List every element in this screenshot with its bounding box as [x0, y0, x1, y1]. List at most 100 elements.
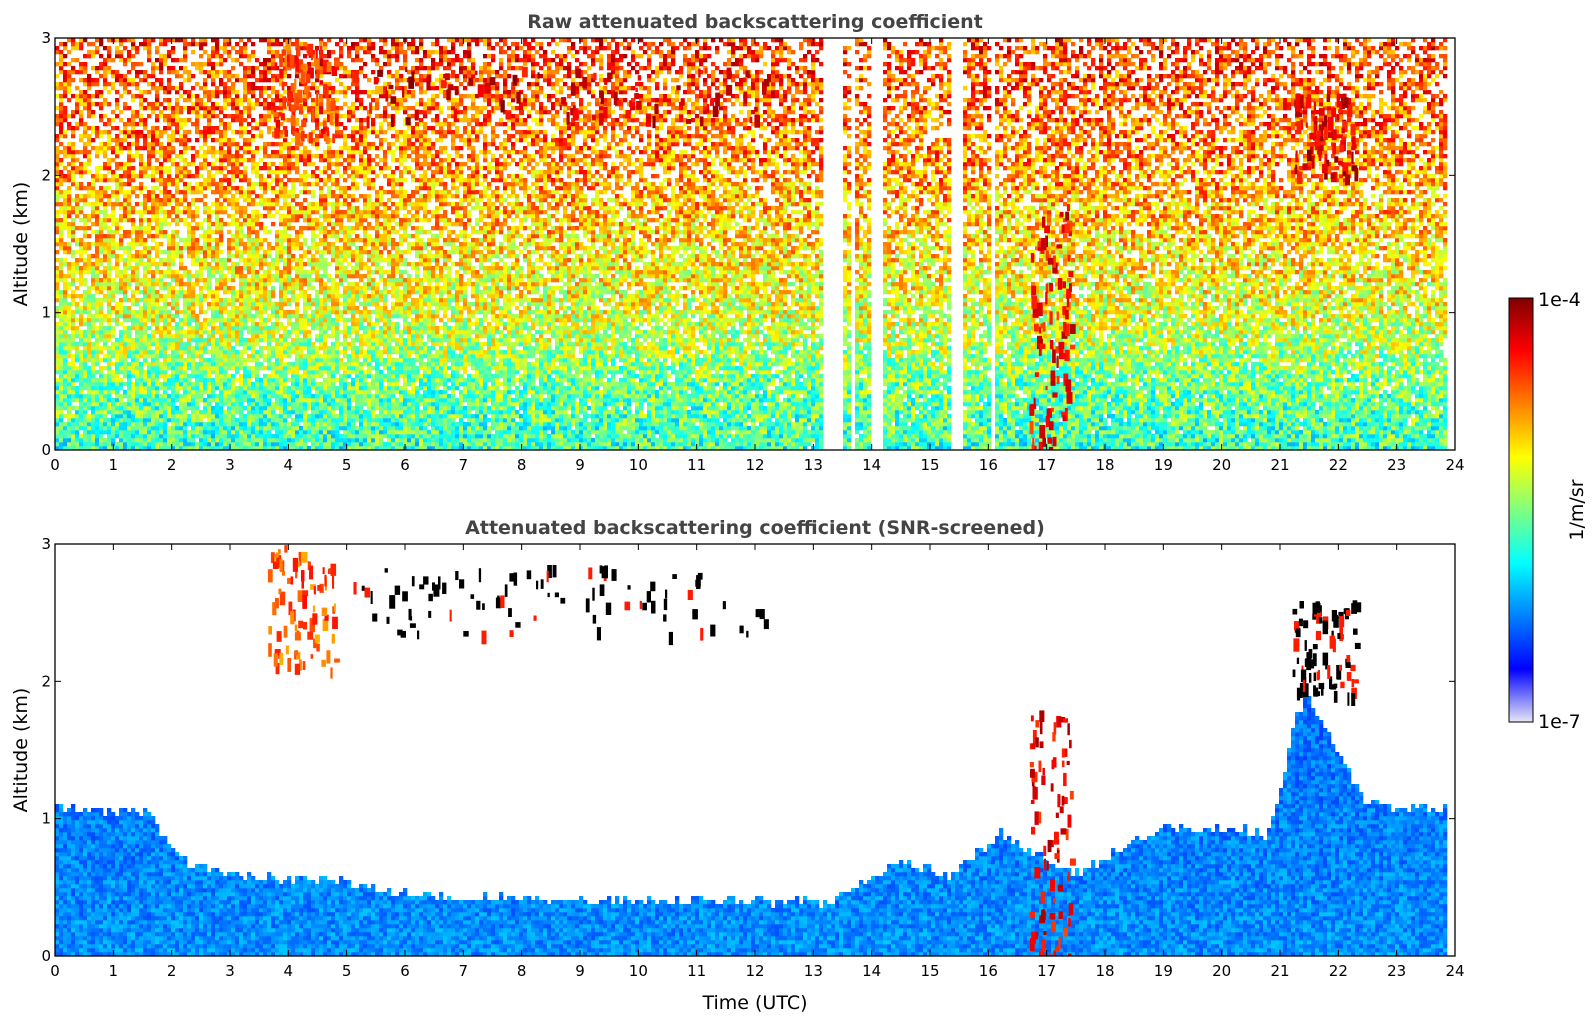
- heatmap-cell: [139, 382, 143, 386]
- heatmap-cell: [111, 382, 115, 386]
- heatmap-cell: [135, 298, 139, 302]
- heatmap-cell: [67, 322, 71, 326]
- heatmap-cell: [143, 262, 147, 266]
- heatmap-cell: [131, 366, 135, 370]
- heatmap-cell: [59, 262, 63, 266]
- heatmap-cell: [87, 154, 91, 158]
- heatmap-cell: [95, 342, 99, 346]
- heatmap-cell: [91, 298, 95, 302]
- heatmap-cell: [131, 110, 135, 114]
- heatmap-cell: [127, 402, 131, 406]
- heatmap-cell: [67, 270, 71, 274]
- heatmap-cell: [107, 286, 111, 290]
- heatmap-cell: [91, 82, 95, 86]
- heatmap-cell: [119, 150, 123, 154]
- heatmap-cell: [63, 334, 67, 338]
- heatmap-cell: [127, 370, 131, 374]
- heatmap-cell: [79, 118, 83, 122]
- heatmap-cell: [107, 142, 111, 146]
- heatmap-cell: [139, 190, 143, 194]
- heatmap-cell: [135, 442, 139, 446]
- heatmap-cell: [119, 174, 123, 178]
- heatmap-cell: [99, 234, 103, 238]
- heatmap-cell: [119, 78, 123, 82]
- heatmap-cell: [83, 270, 87, 274]
- heatmap-cell: [99, 238, 103, 242]
- heatmap-cell: [103, 250, 107, 254]
- heatmap-cell: [123, 202, 127, 206]
- heatmap-cell: [135, 346, 139, 350]
- heatmap-cell: [123, 58, 127, 62]
- heatmap-cell: [59, 102, 63, 106]
- heatmap-cell: [67, 274, 71, 278]
- heatmap-cell: [75, 202, 79, 206]
- heatmap-cell: [67, 334, 71, 338]
- heatmap-cell: [119, 338, 123, 342]
- heatmap-cell: [103, 402, 107, 406]
- heatmap-cell: [127, 214, 131, 218]
- heatmap-cell: [75, 46, 79, 50]
- heatmap-cell: [143, 294, 147, 298]
- heatmap-cell: [123, 286, 127, 290]
- heatmap-cell: [131, 342, 135, 346]
- heatmap-cell: [59, 98, 63, 102]
- heatmap-cell: [111, 218, 115, 222]
- heatmap-cell: [91, 102, 95, 106]
- heatmap-cell: [127, 366, 131, 370]
- heatmap-cell: [67, 418, 71, 422]
- heatmap-cell: [67, 370, 71, 374]
- heatmap-cell: [91, 302, 95, 306]
- heatmap-cell: [83, 290, 87, 294]
- heatmap-cell: [83, 162, 87, 166]
- heatmap-cell: [75, 102, 79, 106]
- heatmap-cell: [79, 194, 83, 198]
- heatmap-cell: [79, 226, 83, 230]
- heatmap-cell: [143, 138, 147, 142]
- heatmap-cell: [115, 254, 119, 258]
- heatmap-cell: [67, 62, 71, 66]
- heatmap-cell: [111, 426, 115, 430]
- heatmap-cell: [143, 286, 147, 290]
- heatmap-cell: [127, 158, 131, 162]
- heatmap-cell: [119, 418, 123, 422]
- heatmap-cell: [67, 242, 71, 246]
- heatmap-cell: [143, 250, 147, 254]
- heatmap-cell: [67, 114, 71, 118]
- heatmap-cell: [67, 206, 71, 210]
- heatmap-cell: [91, 146, 95, 150]
- heatmap-cell: [87, 334, 91, 338]
- heatmap-cell: [75, 166, 79, 170]
- heatmap-cell: [71, 210, 75, 214]
- heatmap-cell: [131, 54, 135, 58]
- heatmap-cell: [139, 354, 143, 358]
- heatmap-cell: [107, 442, 111, 446]
- heatmap-cell: [63, 330, 67, 334]
- heatmap-cell: [63, 430, 67, 434]
- heatmap-cell: [131, 46, 135, 50]
- heatmap-cell: [75, 198, 79, 202]
- heatmap-cell: [87, 182, 91, 186]
- heatmap-cell: [83, 318, 87, 322]
- panel-raw-title: Raw attenuated backscattering coefficien…: [527, 11, 983, 33]
- heatmap-cell: [71, 206, 75, 210]
- heatmap-cell: [115, 434, 119, 438]
- heatmap-cell: [115, 126, 119, 130]
- heatmap-cell: [67, 186, 71, 190]
- heatmap-cell: [127, 410, 131, 414]
- heatmap-cell: [91, 178, 95, 182]
- heatmap-cell: [107, 82, 111, 86]
- heatmap-cell: [127, 178, 131, 182]
- heatmap-cell: [131, 42, 135, 46]
- heatmap-cell: [115, 262, 119, 266]
- heatmap-cell: [67, 126, 71, 130]
- heatmap-cell: [127, 70, 131, 74]
- heatmap-cell: [131, 238, 135, 242]
- heatmap-cell: [123, 90, 127, 94]
- heatmap-cell: [67, 174, 71, 178]
- heatmap-cell: [75, 214, 79, 218]
- heatmap-cell: [127, 202, 131, 206]
- heatmap-cell: [99, 406, 103, 410]
- heatmap-cell: [107, 358, 111, 362]
- heatmap-cell: [59, 354, 63, 358]
- heatmap-cell: [131, 298, 135, 302]
